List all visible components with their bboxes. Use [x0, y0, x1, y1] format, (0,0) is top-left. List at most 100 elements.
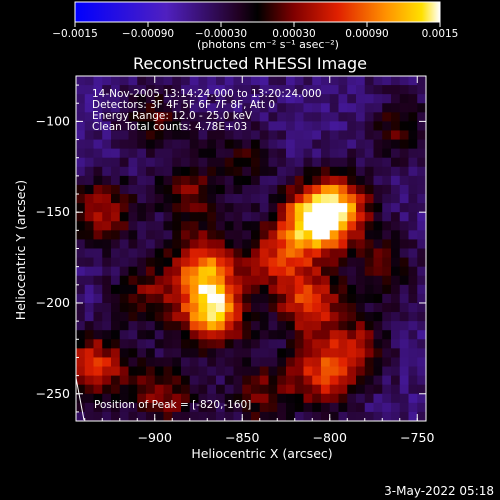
heatmap-cell — [259, 85, 269, 95]
heatmap-cell — [154, 330, 164, 340]
heatmap-cell — [207, 85, 217, 95]
heatmap-cell — [382, 366, 392, 377]
heatmap-cell — [303, 375, 313, 386]
heatmap-cell — [242, 366, 252, 377]
heatmap-cell — [338, 148, 348, 159]
heatmap-cell — [329, 157, 339, 168]
x-tick-label: −800 — [313, 430, 347, 445]
heatmap-cell — [111, 76, 121, 86]
colorbar-gradient — [74, 1, 441, 23]
heatmap-cell — [364, 284, 374, 295]
heatmap-cell — [382, 393, 392, 404]
heatmap-cell — [408, 402, 418, 413]
heatmap-cell — [303, 384, 313, 395]
heatmap-cell — [93, 221, 103, 231]
heatmap-cell — [399, 293, 409, 304]
heatmap-cell — [154, 402, 164, 413]
heatmap-cell — [268, 293, 278, 304]
heatmap-cell — [382, 339, 392, 349]
heatmap-cell — [216, 321, 226, 331]
heatmap-cell — [76, 357, 86, 368]
heatmap-cell — [146, 194, 156, 204]
heatmap-cell — [373, 293, 383, 304]
x-tick-label: −900 — [138, 430, 172, 445]
heatmap-cell — [338, 402, 348, 413]
heatmap-cell — [198, 130, 208, 141]
heatmap-cell — [198, 284, 208, 295]
heatmap-cell — [181, 302, 191, 313]
heatmap-cell — [181, 121, 191, 131]
heatmap-cell — [111, 85, 121, 95]
heatmap-cell — [119, 321, 129, 331]
heatmap-cell — [364, 184, 374, 195]
heatmap-cell — [251, 85, 261, 95]
annotation-energy: Energy Range: 12.0 - 25.0 keV — [92, 110, 253, 122]
heatmap-cell — [338, 330, 348, 340]
heatmap-cell — [321, 302, 331, 313]
heatmap-cell — [303, 130, 313, 141]
heatmap-cell — [146, 339, 156, 349]
heatmap-cell — [338, 275, 348, 286]
heatmap-cell — [93, 139, 103, 150]
heatmap-cell — [76, 248, 86, 259]
heatmap-cell — [111, 112, 121, 122]
heatmap-cell — [382, 411, 392, 421]
heatmap-cell — [119, 393, 129, 404]
heatmap-cell — [233, 221, 243, 231]
heatmap-cell — [76, 402, 86, 413]
heatmap-cell — [408, 302, 418, 313]
heatmap-cell — [312, 157, 322, 168]
heatmap-cell — [76, 139, 86, 150]
heatmap-cell — [364, 266, 374, 277]
heatmap-cell — [111, 321, 121, 331]
heatmap-cell — [329, 239, 339, 249]
heatmap-cell — [181, 402, 191, 413]
heatmap-cell — [356, 375, 366, 386]
heatmap-cell — [163, 130, 173, 141]
heatmap-cell — [119, 148, 129, 159]
heatmap-cell — [128, 393, 138, 404]
heatmap-cell — [373, 393, 383, 404]
heatmap-cell — [242, 194, 252, 204]
heatmap-cell — [382, 139, 392, 150]
heatmap-cell — [364, 402, 374, 413]
heatmap-cell — [338, 175, 348, 186]
heatmap-cell — [189, 194, 199, 204]
heatmap-cell — [399, 230, 409, 240]
heatmap-cell — [259, 230, 269, 240]
heatmap-cell — [102, 284, 112, 295]
heatmap-cell — [364, 130, 374, 141]
heatmap-cell — [172, 221, 182, 231]
heatmap-cell — [408, 212, 418, 222]
heatmap-cell — [364, 85, 374, 95]
heatmap-cell — [347, 384, 357, 395]
heatmap-cell — [417, 212, 426, 222]
heatmap-cell — [93, 275, 103, 286]
heatmap-cell — [382, 402, 392, 413]
heatmap-cell — [373, 302, 383, 313]
heatmap-cell — [391, 157, 401, 168]
heatmap-cell — [338, 393, 348, 404]
heatmap-cell — [294, 402, 304, 413]
heatmap-cell — [391, 321, 401, 331]
heatmap-cell — [111, 157, 121, 168]
heatmap-cell — [268, 357, 278, 368]
heatmap-cell — [294, 339, 304, 349]
heatmap-cell — [277, 284, 287, 295]
heatmap-cell — [417, 175, 426, 186]
heatmap-cell — [364, 339, 374, 349]
heatmap-cell — [338, 366, 348, 377]
colorbar: −0.0015 −0.00090 −0.00030 0.00030 0.00090 0.0… — [52, 1, 458, 51]
heatmap-cell — [198, 248, 208, 259]
heatmap-cell — [268, 393, 278, 404]
heatmap-cell — [399, 94, 409, 104]
heatmap-cell — [207, 348, 217, 358]
heatmap-cell — [382, 184, 392, 195]
heatmap-cell — [111, 121, 121, 131]
heatmap-cell — [207, 275, 217, 286]
heatmap-cell — [294, 275, 304, 286]
heatmap-cell — [303, 139, 313, 150]
heatmap-cell — [163, 175, 173, 186]
heatmap-cell — [84, 194, 94, 204]
heatmap-cell — [312, 402, 322, 413]
